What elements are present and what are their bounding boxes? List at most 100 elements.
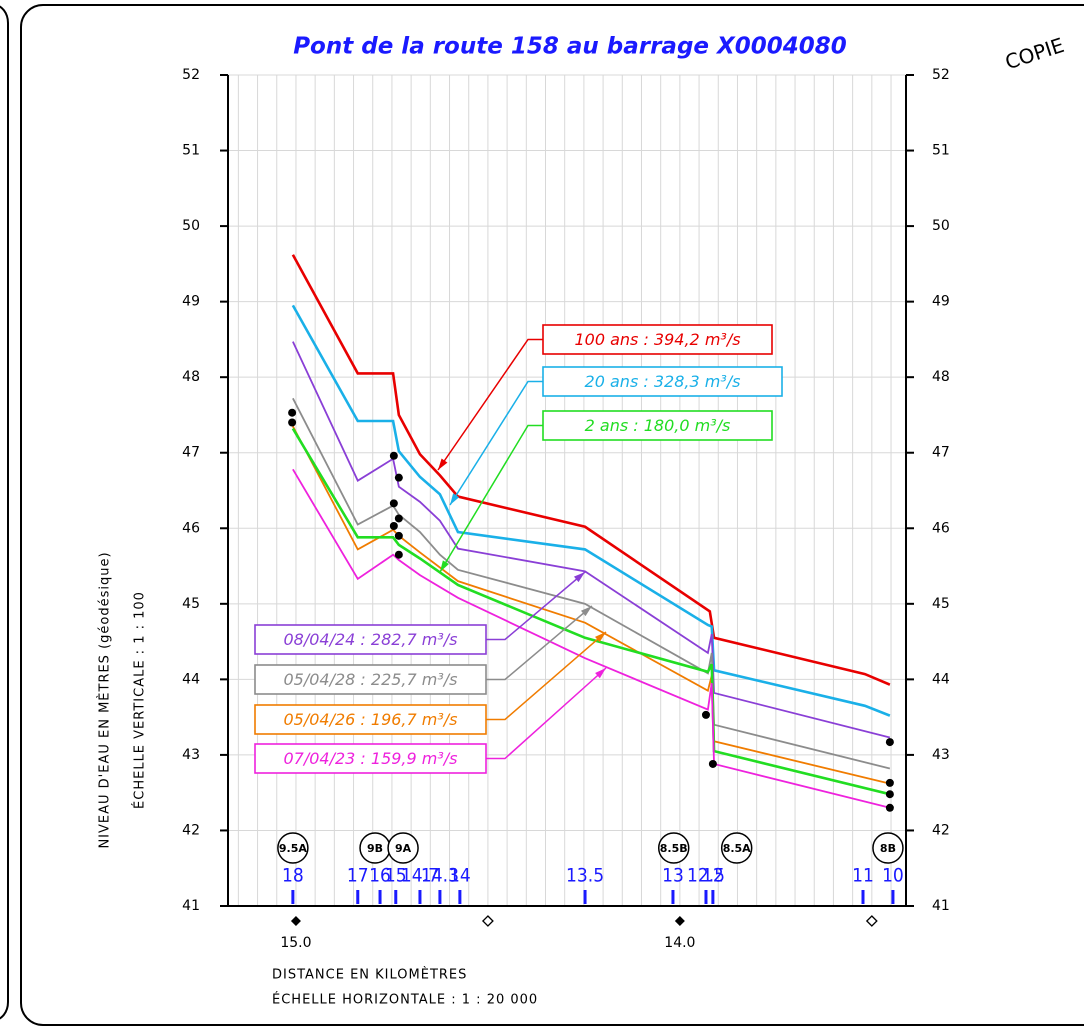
y-tick-label: 44: [182, 671, 200, 687]
y-tick-label: 43: [182, 747, 200, 763]
y-tick-label: 41: [182, 898, 200, 914]
bridge-circle: [657, 832, 690, 864]
x-tick: [674, 916, 685, 926]
section-label: 14.7: [401, 865, 439, 887]
bridge-circle: [277, 832, 309, 864]
bridge-circle: [387, 832, 419, 864]
y-tick-label: 51: [182, 143, 200, 159]
observed-point: [885, 778, 894, 787]
y-scale-label: ÉCHELLE VERTICALE : 1 : 100: [132, 591, 148, 809]
observed-point: [394, 550, 403, 559]
bridge-label: 9B: [367, 842, 383, 855]
series-line: [291, 427, 891, 796]
bridge-circle: [720, 832, 753, 864]
section-label: 13.5: [566, 865, 604, 887]
y2-tick-label: 43: [932, 747, 950, 763]
y2-tick-label: 42: [932, 822, 950, 838]
leader-line: [437, 338, 543, 471]
section-label: 15: [385, 865, 407, 887]
observed-point: [394, 531, 403, 540]
y2-tick-label: 45: [932, 596, 950, 612]
bridge-label: 8B: [880, 842, 896, 855]
x-scale-label: ÉCHELLE HORIZONTALE : 1 : 20 000: [272, 992, 538, 1008]
legend-label: 05/04/26 : 196,7 m³/s: [283, 710, 457, 729]
section-label: 18: [282, 865, 304, 887]
minor-x-tick: [481, 915, 494, 927]
leader-line: [486, 667, 607, 760]
observed-point: [288, 408, 297, 417]
arrow-head: [573, 572, 585, 583]
leader-line: [439, 424, 543, 573]
observed-point: [389, 499, 398, 508]
observed-point: [701, 710, 710, 719]
legend-box: [254, 743, 487, 774]
legend-box: [542, 324, 773, 355]
legend-box: [542, 366, 783, 397]
legend-box: [542, 410, 773, 441]
y-tick-label: 52: [182, 67, 200, 83]
y-tick-label: 48: [182, 369, 200, 385]
section-label: 14: [449, 865, 471, 887]
legend-label: 2 ans : 180,0 m³/s: [585, 416, 731, 435]
observed-point: [389, 451, 398, 460]
y2-tick-label: 51: [932, 143, 950, 159]
frame: [0, 5, 9, 1020]
section-label: 12: [702, 865, 724, 887]
y-axis-label: NIVEAU D'EAU EN MÈTRES (géodésique): [97, 551, 113, 848]
x-axis-label: DISTANCE EN KILOMÈTRES: [272, 967, 467, 983]
observed-point: [885, 803, 894, 812]
y2-tick-label: 48: [932, 369, 950, 385]
legend-label: 100 ans : 394,2 m³/s: [574, 330, 740, 349]
y-tick-label: 50: [182, 218, 200, 234]
y-tick-label: 45: [182, 596, 200, 612]
arrow-head: [438, 458, 448, 470]
x-tick: [290, 916, 301, 926]
bridge-circle: [872, 832, 904, 864]
section-label: 11: [852, 865, 874, 887]
leader-line: [449, 380, 543, 506]
leader-line: [486, 631, 607, 721]
y-tick-label: 49: [182, 294, 200, 310]
leader-line: [486, 571, 586, 641]
y2-tick-label: 50: [932, 218, 950, 234]
bridge-label: 8.5A: [723, 842, 751, 855]
section-label: 13: [662, 865, 684, 887]
observed-point: [885, 790, 894, 799]
stamp: COPIE: [1002, 33, 1067, 74]
y2-tick-label: 52: [932, 67, 950, 83]
chart-title: Pont de la route 158 au barrage X0004080: [293, 34, 847, 60]
section-label: 10: [882, 865, 904, 887]
legend-label: 20 ans : 328,3 m³/s: [585, 372, 741, 391]
x-tick-label: 15.0: [280, 935, 311, 951]
x-tick-label: 14.0: [664, 935, 695, 951]
observed-point: [389, 522, 398, 531]
section-label: 17: [347, 865, 369, 887]
observed-point: [288, 418, 297, 427]
legend-label: 07/04/23 : 159,9 m³/s: [283, 749, 457, 768]
y-tick-label: 47: [182, 445, 200, 461]
series-line: [292, 468, 891, 809]
observed-point: [708, 759, 717, 768]
bridge-label: 9.5A: [279, 842, 307, 855]
observed-point: [394, 473, 403, 482]
section-label: 14.3: [421, 865, 459, 887]
series-line: [292, 341, 891, 739]
y2-tick-label: 47: [932, 445, 950, 461]
bridge-label: 8.5B: [660, 842, 688, 855]
y2-tick-label: 46: [932, 520, 950, 536]
legend-label: 08/04/24 : 282,7 m³/s: [283, 630, 457, 649]
y2-tick-label: 49: [932, 294, 950, 310]
y2-tick-label: 44: [932, 671, 950, 687]
series-line: [291, 254, 891, 686]
minor-x-tick: [865, 915, 878, 927]
observed-point: [394, 514, 403, 523]
arrow-head: [580, 606, 592, 617]
legend-label: 05/04/28 : 225,7 m³/s: [283, 670, 457, 689]
arrow-head: [440, 560, 449, 572]
arrow-head: [450, 493, 460, 505]
leader-line: [486, 605, 593, 681]
arrow-head: [595, 632, 606, 643]
y-tick-label: 42: [182, 822, 200, 838]
y-tick-label: 46: [182, 520, 200, 536]
